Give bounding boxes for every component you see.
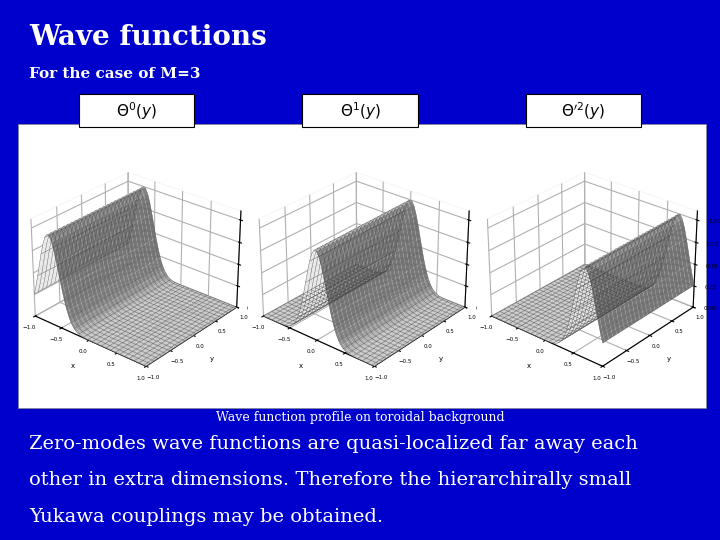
X-axis label: x: x: [527, 363, 531, 369]
Y-axis label: y: y: [210, 356, 215, 362]
Text: Zero-modes wave functions are quasi-localized far away each: Zero-modes wave functions are quasi-loca…: [29, 435, 638, 453]
Text: Wave function profile on toroidal background: Wave function profile on toroidal backgr…: [216, 411, 504, 424]
Text: other in extra dimensions. Therefore the hierarchirally small: other in extra dimensions. Therefore the…: [29, 471, 631, 489]
Text: Yukawa couplings may be obtained.: Yukawa couplings may be obtained.: [29, 508, 383, 526]
FancyBboxPatch shape: [302, 94, 418, 127]
Text: $\Theta^{\prime 2}(y)$: $\Theta^{\prime 2}(y)$: [562, 100, 605, 122]
Text: For the case of M=3: For the case of M=3: [29, 68, 200, 82]
Text: $\Theta^0(y)$: $\Theta^0(y)$: [117, 100, 157, 122]
Bar: [18, 124, 706, 408]
X-axis label: x: x: [299, 363, 303, 369]
Text: Wave functions: Wave functions: [29, 24, 266, 51]
FancyBboxPatch shape: [526, 94, 641, 127]
Y-axis label: y: y: [438, 356, 443, 362]
Text: $\Theta^1(y)$: $\Theta^1(y)$: [340, 100, 380, 122]
Y-axis label: y: y: [667, 356, 671, 362]
FancyBboxPatch shape: [79, 94, 194, 127]
X-axis label: x: x: [71, 363, 75, 369]
